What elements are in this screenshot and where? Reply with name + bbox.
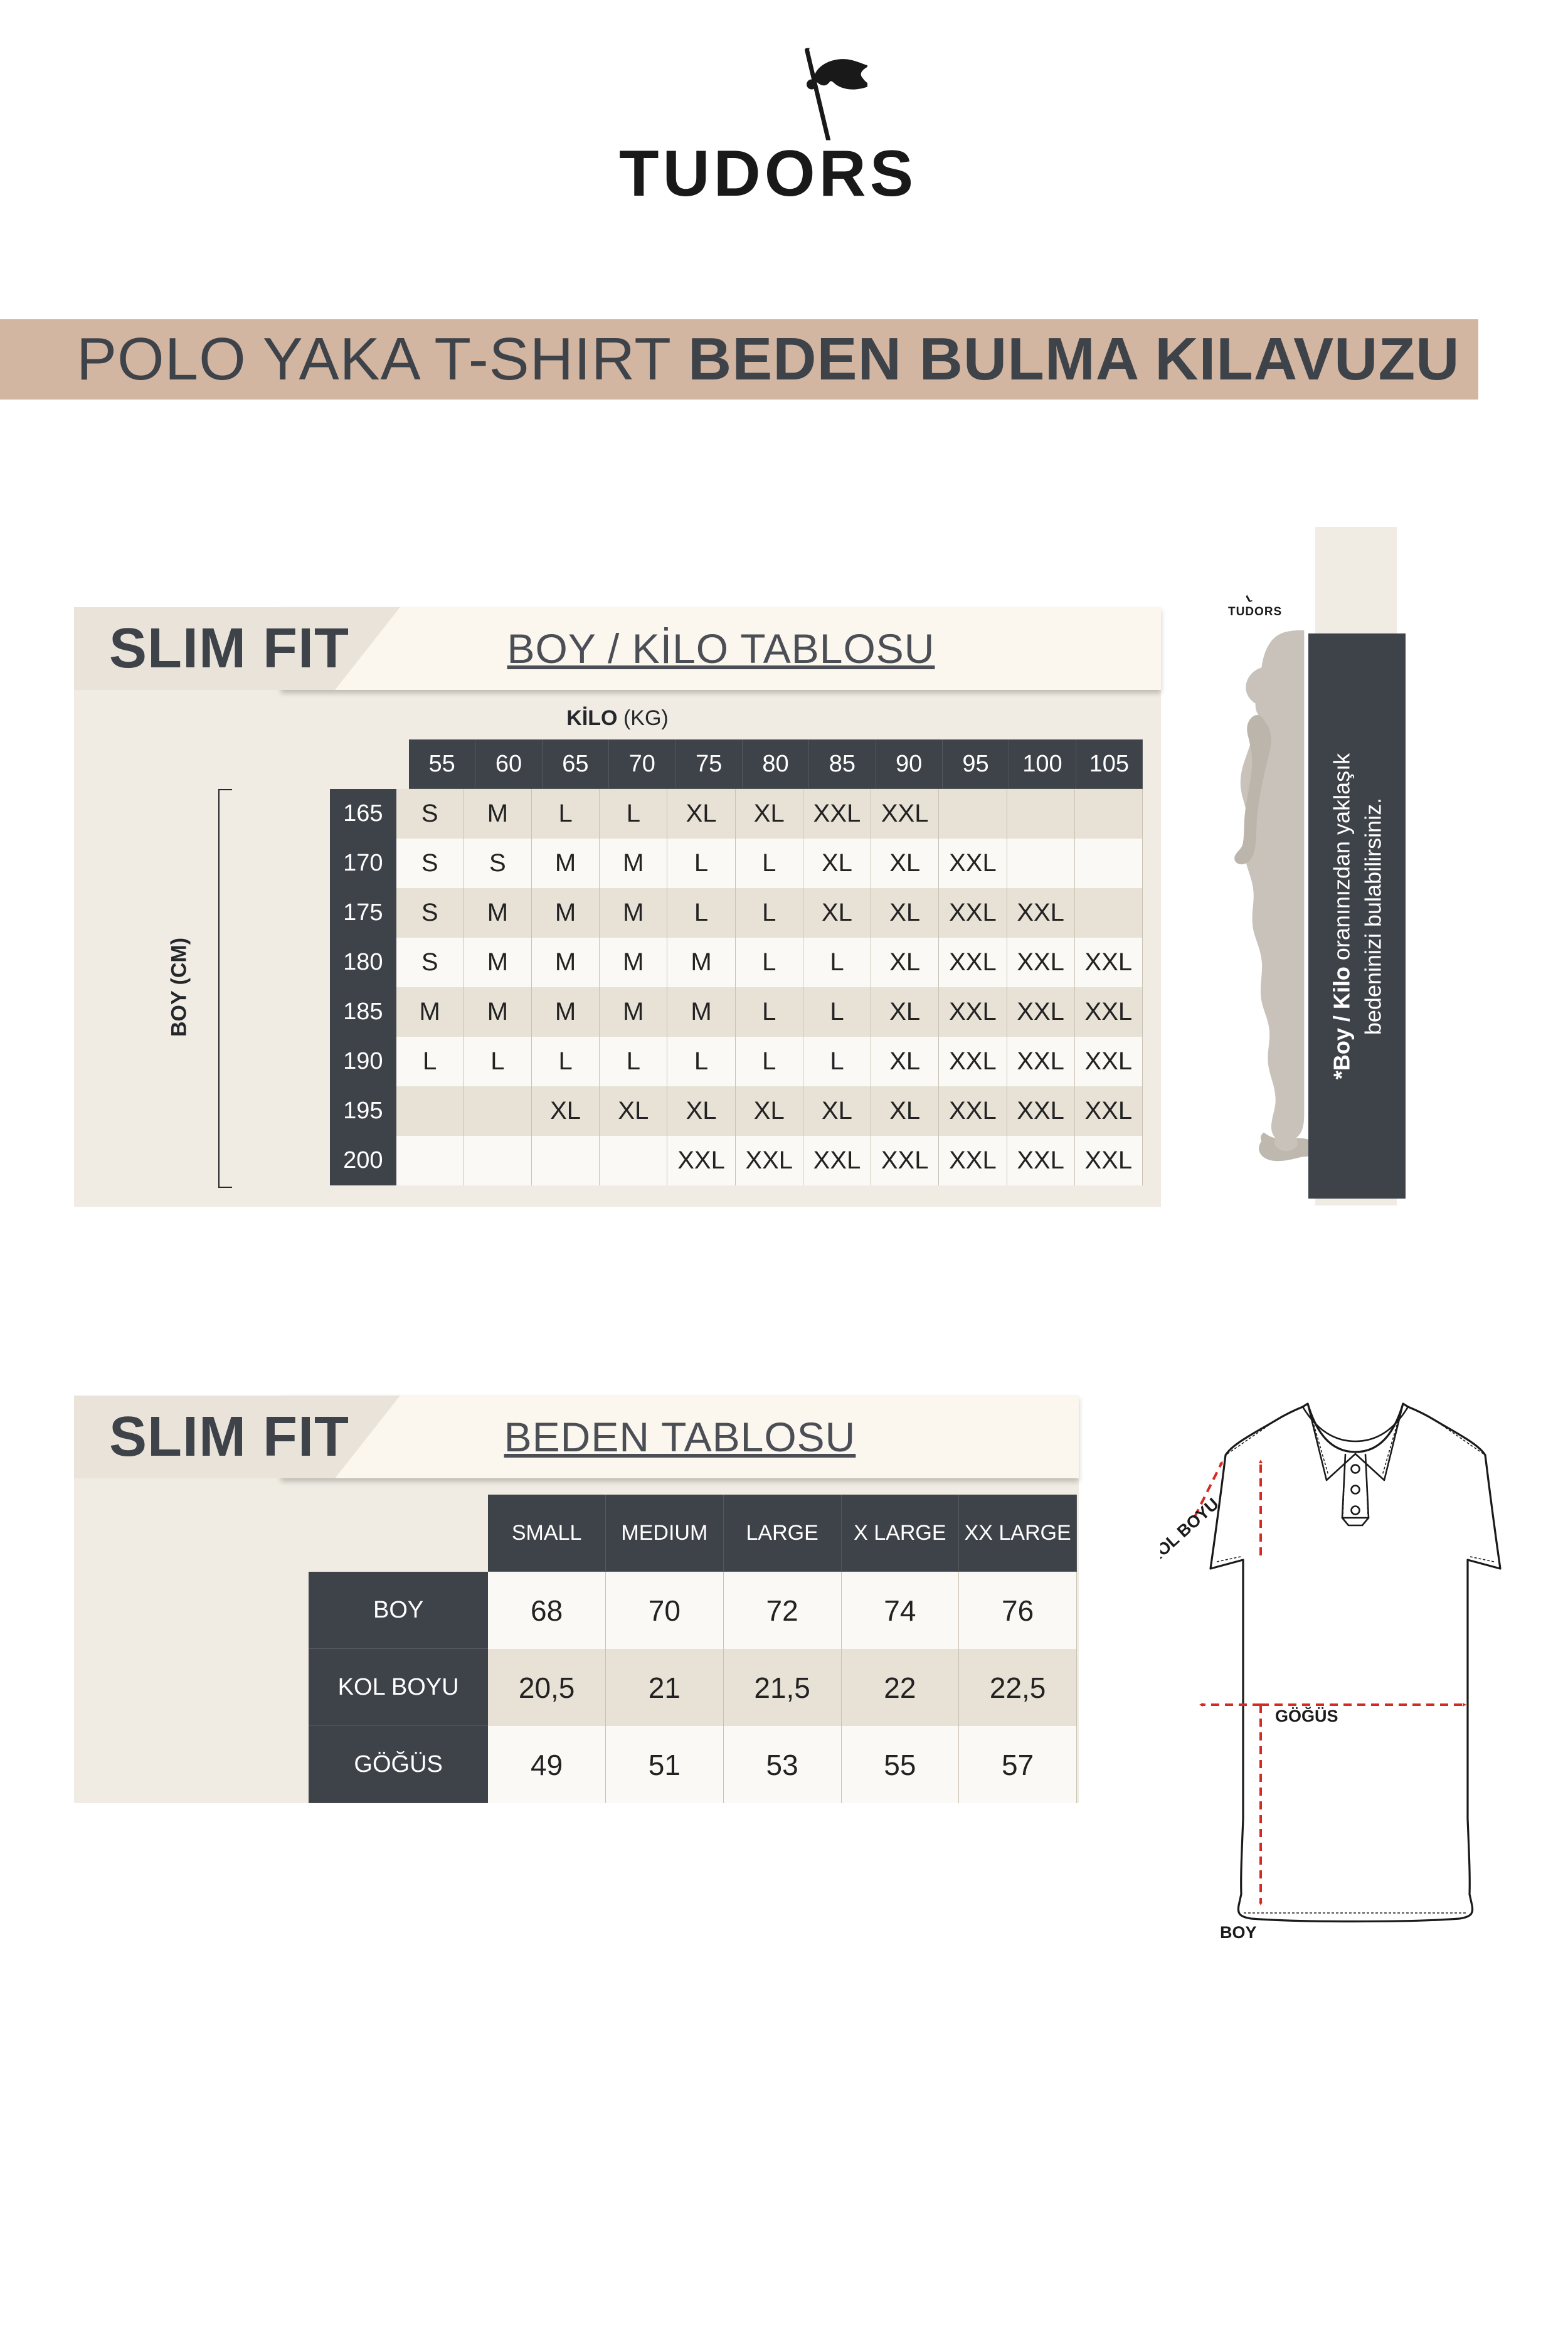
svg-text:GÖĞÜS: GÖĞÜS	[1275, 1706, 1338, 1725]
svg-text:BOY: BOY	[1220, 1923, 1257, 1942]
